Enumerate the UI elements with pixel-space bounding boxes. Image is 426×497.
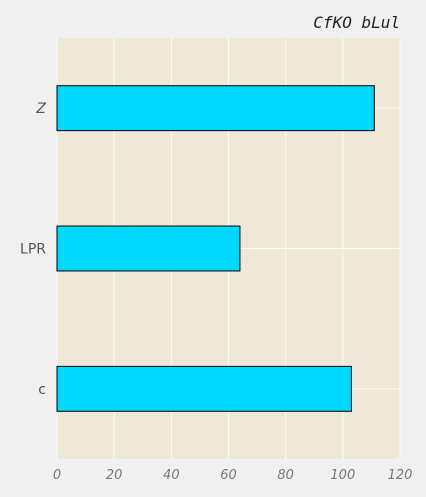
x-axis-tick-labels: 0 20 40 60 80 100 120 bbox=[53, 468, 413, 483]
bar-z bbox=[56, 85, 375, 132]
y-tick-label-c: c bbox=[38, 382, 46, 398]
x-tick-label-120: 120 bbox=[388, 468, 413, 483]
x-tick-label-0: 0 bbox=[53, 468, 61, 483]
x-tick-label-20: 20 bbox=[106, 468, 123, 483]
bars bbox=[56, 85, 375, 412]
chart-title: CfKO bLul bbox=[313, 13, 400, 32]
y-tick-label-z: Z bbox=[35, 101, 46, 117]
y-axis-tick-labels: Z LPR c bbox=[20, 101, 46, 398]
x-tick-label-80: 80 bbox=[277, 468, 294, 483]
x-tick-label-100: 100 bbox=[330, 468, 355, 483]
x-tick-label-40: 40 bbox=[163, 468, 180, 483]
bar-c bbox=[56, 365, 352, 412]
x-tick-label-60: 60 bbox=[220, 468, 237, 483]
bar-lpr bbox=[56, 225, 241, 272]
y-tick-label-lpr: LPR bbox=[20, 242, 46, 258]
